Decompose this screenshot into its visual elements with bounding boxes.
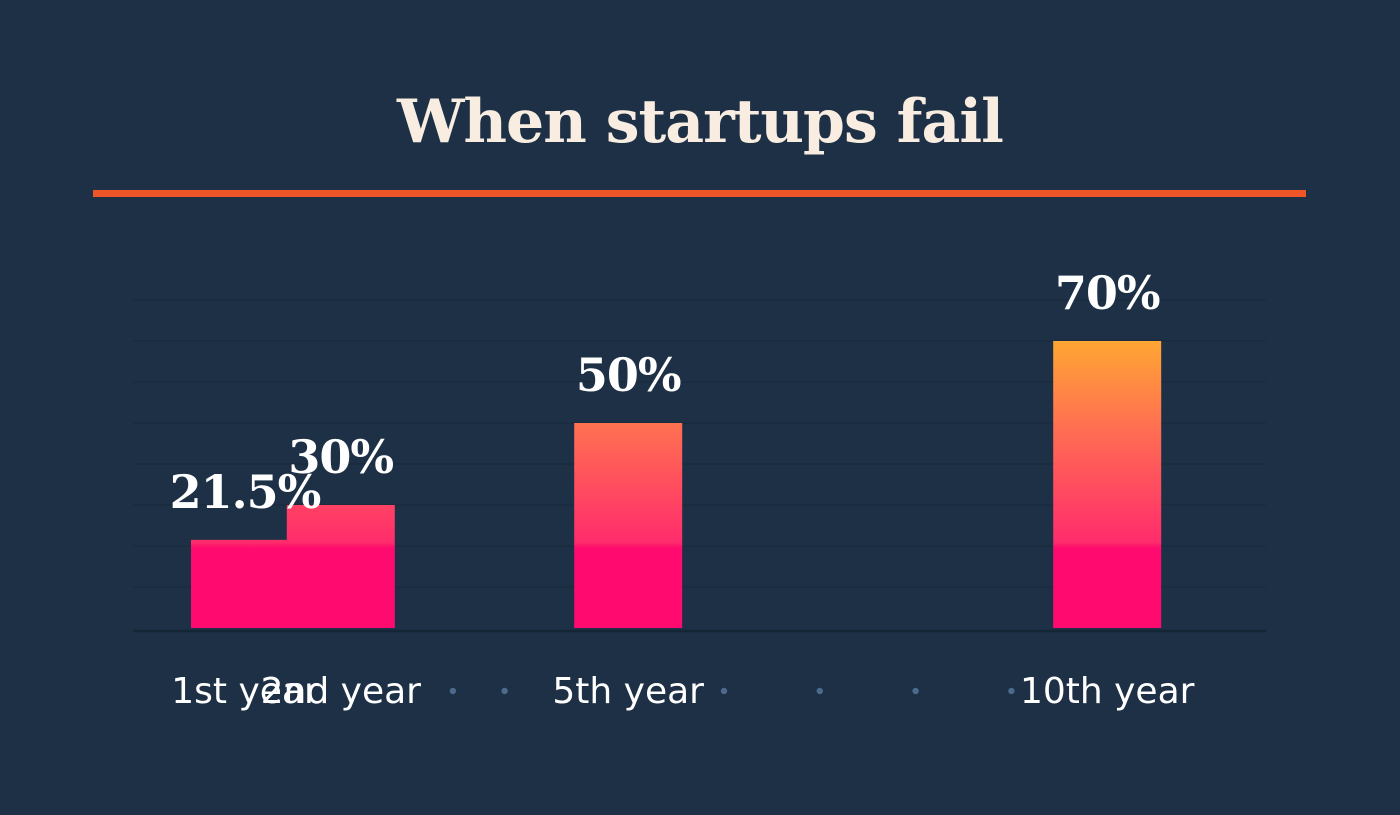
- value-labels: 21.5%30% 50% 70%: [170, 266, 1161, 519]
- year-dot-4: [501, 687, 508, 695]
- value-label-5th-year: 50%: [576, 348, 681, 402]
- bar-1st-year: [191, 539, 299, 628]
- year-dot-7: [816, 687, 823, 695]
- value-label-1st-year: 21.5%: [170, 465, 321, 519]
- bar-5th-year: [574, 423, 683, 628]
- year-dot-6: [720, 687, 728, 695]
- category-label-1st-year: 1st year: [171, 671, 319, 712]
- year-gap-dots: [449, 687, 1015, 695]
- category-label-5th-year: 5th year: [552, 671, 704, 712]
- category-label-2nd-year: 2nd year: [261, 671, 422, 712]
- year-dot-3: [449, 687, 457, 695]
- year-dot-9: [1008, 687, 1015, 695]
- bar-10th-year: [1053, 341, 1162, 628]
- bar-2nd-year: [286, 505, 395, 628]
- category-label-10th-year: 10th year: [1020, 671, 1195, 712]
- year-dot-8: [912, 687, 919, 695]
- chart-title: When startups fail: [396, 87, 1003, 157]
- bars: [191, 341, 1162, 628]
- title-underline-rule: [93, 190, 1306, 197]
- value-label-10th-year: 70%: [1055, 266, 1160, 320]
- value-label-2nd-year: 30%: [288, 430, 393, 484]
